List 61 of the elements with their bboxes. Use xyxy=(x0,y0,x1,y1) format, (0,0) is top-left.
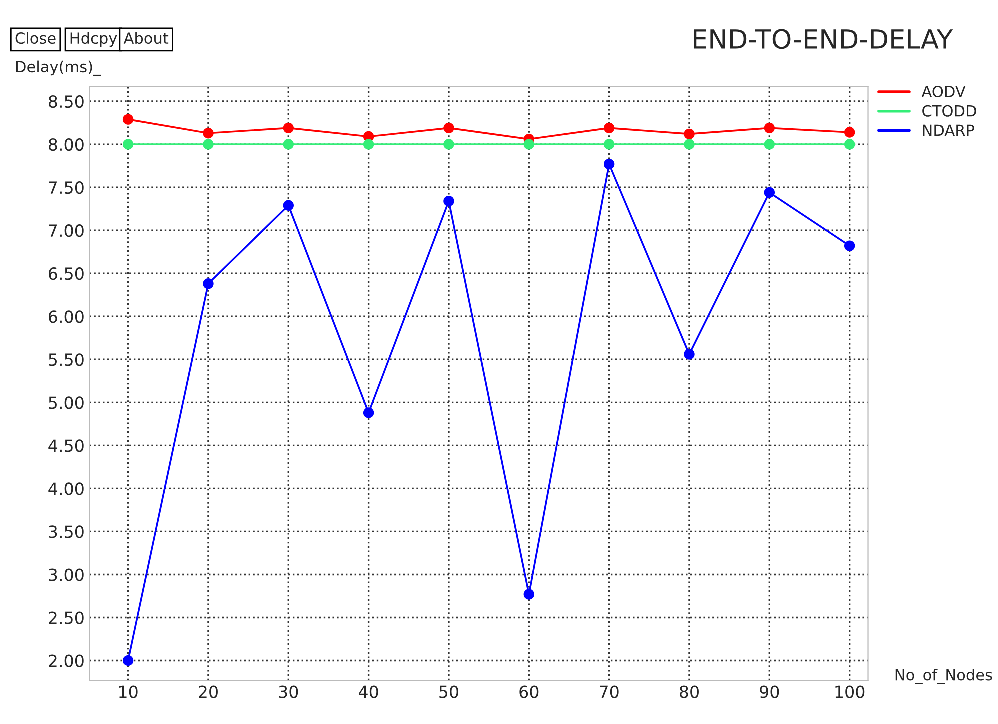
x-tick-label: 60 xyxy=(520,686,539,698)
y-tick-label: 3.00 xyxy=(49,568,84,582)
x-tick-label: 90 xyxy=(760,686,780,698)
y-tick-label: 4.50 xyxy=(48,440,84,452)
x-tick-label: 80 xyxy=(680,686,699,698)
point xyxy=(363,139,374,150)
point xyxy=(604,139,615,150)
point xyxy=(444,196,454,207)
text: About xyxy=(124,32,169,44)
point xyxy=(283,200,294,211)
y-axis-title: Delay(ms)_ xyxy=(16,60,102,76)
point xyxy=(122,139,134,150)
point xyxy=(604,122,615,134)
point xyxy=(283,122,294,134)
y-tick-label: 2.00 xyxy=(49,654,84,668)
y-tick-label: 7.50 xyxy=(49,182,84,194)
y-tick-label: 5.00 xyxy=(49,396,84,410)
x-tick-label: 30 xyxy=(279,686,298,698)
x-axis-title: No_of_Nodes xyxy=(896,668,992,684)
point xyxy=(122,114,134,125)
point xyxy=(684,349,695,360)
point xyxy=(203,139,214,150)
x-tick-label: 50 xyxy=(440,686,458,698)
x-tick-label: 100 xyxy=(836,686,865,698)
point xyxy=(444,122,454,134)
point xyxy=(444,139,454,150)
legend-label: AODV xyxy=(922,86,966,98)
x-tick-label: 70 xyxy=(600,686,619,698)
point xyxy=(203,278,214,290)
point xyxy=(122,655,134,666)
y-tick-label: 4.00 xyxy=(48,482,84,496)
y-tick-label: 2.50 xyxy=(49,612,84,624)
x-tick-label: 10 xyxy=(120,686,138,698)
y-tick-label: 6.50 xyxy=(49,268,84,280)
point xyxy=(844,240,856,252)
text: Close xyxy=(16,32,56,44)
y-tick-label: 3.50 xyxy=(49,526,84,538)
y-tick-label: 8.50 xyxy=(48,95,84,108)
point xyxy=(203,128,214,139)
point xyxy=(844,127,856,138)
point xyxy=(764,139,776,150)
point xyxy=(764,187,776,198)
legend-label: CTODD xyxy=(922,105,976,117)
point xyxy=(684,128,695,140)
point xyxy=(524,589,534,600)
y-tick-label: 6.00 xyxy=(49,310,84,324)
y-tick-label: 5.50 xyxy=(49,354,84,366)
legend-label: NDARP xyxy=(923,124,974,136)
point xyxy=(684,139,695,150)
point xyxy=(604,158,615,170)
point xyxy=(844,139,856,150)
x-tick-label: 20 xyxy=(199,686,218,698)
point xyxy=(524,139,534,150)
text: Hdcpy xyxy=(70,32,118,48)
point xyxy=(764,122,776,134)
chart-title: END-TO-END-DELAY xyxy=(694,29,954,50)
y-tick-label: 8.00 xyxy=(48,138,84,152)
point xyxy=(363,408,374,418)
point xyxy=(283,139,294,150)
x-tick-label: 40 xyxy=(359,686,378,698)
y-tick-label: 7.00 xyxy=(49,224,84,238)
